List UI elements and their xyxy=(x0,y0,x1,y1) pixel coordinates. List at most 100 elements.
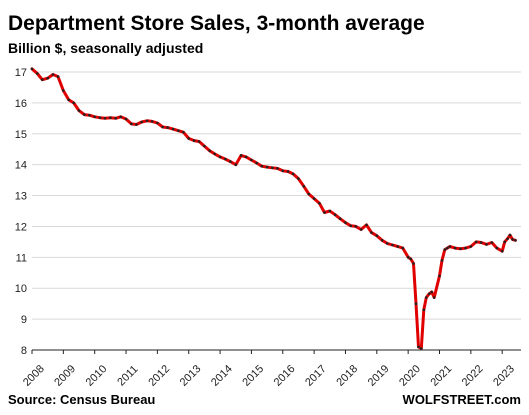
data-point xyxy=(453,246,457,250)
data-point xyxy=(98,116,102,119)
data-point xyxy=(474,240,478,244)
x-tick-label: 2019 xyxy=(366,363,392,389)
y-tick-label: 12 xyxy=(15,221,27,233)
data-point xyxy=(208,149,211,153)
data-point xyxy=(192,139,196,142)
x-tick-label: 2013 xyxy=(178,363,204,389)
data-point xyxy=(443,248,447,251)
x-tick-label: 2017 xyxy=(303,363,329,389)
data-point xyxy=(197,140,201,143)
data-point xyxy=(312,197,316,200)
data-point xyxy=(380,239,384,242)
data-point xyxy=(385,242,389,245)
data-point xyxy=(370,231,373,234)
data-point xyxy=(88,113,91,117)
data-point xyxy=(156,121,159,125)
data-point xyxy=(161,125,164,129)
data-point xyxy=(359,228,363,231)
data-point xyxy=(506,237,509,241)
data-point xyxy=(354,225,358,228)
data-point xyxy=(286,170,290,173)
data-point xyxy=(448,245,452,248)
data-point xyxy=(328,209,332,213)
data-point xyxy=(459,247,462,250)
data-point xyxy=(187,137,190,140)
data-point xyxy=(109,116,112,119)
data-point xyxy=(307,192,311,196)
data-point xyxy=(62,89,65,92)
data-point xyxy=(409,257,413,261)
data-point xyxy=(140,120,143,124)
data-point xyxy=(396,245,400,248)
data-point xyxy=(406,255,410,259)
data-point xyxy=(511,238,514,241)
data-point xyxy=(302,185,306,188)
chart-subtitle: Billion $, seasonally adjusted xyxy=(8,40,203,56)
data-point xyxy=(425,296,428,299)
data-point xyxy=(333,213,337,216)
series-line-0 xyxy=(30,67,517,350)
data-point xyxy=(130,122,133,126)
chart-title: Department Store Sales, 3-month average xyxy=(8,12,425,35)
data-point xyxy=(177,129,180,132)
data-point xyxy=(490,241,494,244)
data-point xyxy=(229,160,232,163)
data-point xyxy=(145,119,149,123)
data-point xyxy=(427,292,431,296)
data-point xyxy=(281,169,285,173)
x-axis: 2008 2009 2010 2011 2012 2013 2014 2015 2016 2017… xyxy=(21,350,517,389)
data-point xyxy=(182,130,185,134)
y-tick-label: 16 xyxy=(15,98,27,110)
data-point xyxy=(438,274,441,278)
data-point xyxy=(244,155,248,159)
data-point xyxy=(495,246,499,250)
data-point xyxy=(503,240,507,244)
data-point xyxy=(124,117,128,121)
data-point xyxy=(469,245,473,248)
data-point xyxy=(276,167,279,170)
x-tick-label: 2012 xyxy=(146,363,172,389)
x-tick-label: 2021 xyxy=(428,363,454,389)
data-point xyxy=(422,308,426,312)
data-point xyxy=(338,217,342,220)
data-point xyxy=(36,72,39,75)
y-tick-label: 15 xyxy=(15,129,27,141)
x-tick-label: 2014 xyxy=(209,363,235,389)
x-tick-label: 2015 xyxy=(240,363,266,389)
y-tick-label: 13 xyxy=(15,191,27,203)
data-point xyxy=(119,115,122,119)
data-point xyxy=(349,224,353,228)
data-point xyxy=(432,296,436,299)
data-point xyxy=(291,172,295,176)
data-point xyxy=(401,246,405,250)
data-point xyxy=(420,347,423,350)
data-point xyxy=(500,249,504,253)
data-point xyxy=(83,113,86,116)
data-point xyxy=(51,73,55,76)
data-point xyxy=(103,117,107,120)
data-point xyxy=(414,302,418,306)
data-point xyxy=(72,101,75,105)
data-point xyxy=(464,246,467,250)
data-point xyxy=(344,221,347,224)
data-point xyxy=(67,98,70,102)
y-tick-label: 17 xyxy=(15,67,27,79)
data-point xyxy=(224,157,227,161)
data-point xyxy=(485,243,488,246)
data-point xyxy=(150,120,154,123)
x-tick-label: 2022 xyxy=(460,363,486,389)
data-point xyxy=(375,234,379,237)
data-point xyxy=(417,345,420,349)
x-tick-label: 2016 xyxy=(272,363,298,389)
x-tick-label: 2011 xyxy=(115,363,140,388)
data-point xyxy=(318,202,321,205)
data-point xyxy=(171,127,175,131)
data-point xyxy=(93,115,96,119)
data-point xyxy=(46,76,49,80)
data-point xyxy=(77,109,81,112)
x-tick-label: 2018 xyxy=(334,363,360,389)
x-tick-label: 2010 xyxy=(84,363,110,389)
data-point xyxy=(365,223,368,227)
data-point xyxy=(440,259,444,262)
